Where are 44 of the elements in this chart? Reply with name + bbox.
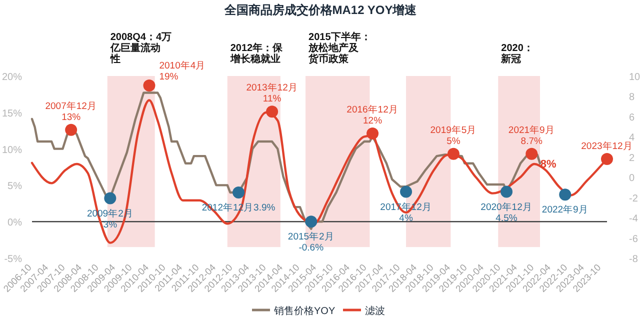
y-tick-label: -5%: [4, 254, 22, 265]
point: [143, 79, 156, 92]
point: [266, 106, 278, 118]
line-series: [30, 92, 542, 230]
y-tick-label: 0%: [8, 218, 22, 229]
annotation: 2021年9月 8.7%: [508, 124, 555, 147]
y-tick-label: 5%: [8, 181, 22, 192]
annotation: 2015年2月 -0.6%: [288, 230, 334, 254]
y2-tick-label: 8: [629, 92, 635, 104]
y-tick-label: 15%: [2, 108, 22, 120]
annotation: 2019年5月 5%: [430, 124, 477, 147]
point: [366, 128, 379, 140]
point: [305, 216, 318, 228]
point: [447, 148, 460, 160]
point: [601, 152, 613, 165]
point: [559, 188, 572, 201]
band-label: 2020：新冠: [500, 43, 534, 65]
y-tick-label: 20%: [2, 72, 22, 83]
y2-tick-label: -8: [629, 254, 638, 265]
annotation: 2007年12月 13%: [45, 100, 97, 123]
band-label: 2015下半年：放松地产及货币政策: [308, 31, 371, 65]
annotation: 2020年12月 4.5%: [480, 200, 532, 224]
annotation: 2022年9月: [542, 204, 588, 216]
point: [526, 148, 538, 160]
band-label: 2012年：保增长稳就业: [229, 42, 284, 65]
point: [400, 186, 412, 198]
chart-title: 全国商品房成交价格MA12 YOY增速: [223, 3, 418, 17]
y2-tick-label: -4: [629, 214, 638, 225]
y2-tick-label: 10: [629, 72, 641, 83]
legend-label: 销售价格YOY: [273, 305, 336, 317]
legend-label: 滤波: [365, 305, 385, 317]
annotation: 8%: [540, 158, 557, 170]
y2-tick-label: 2: [629, 152, 635, 164]
point: [65, 124, 78, 136]
y2-tick-label: 0: [629, 173, 635, 184]
point: [104, 192, 116, 204]
y-tick-label: 10%: [2, 144, 22, 156]
annotation: 2016年12月 12%: [346, 104, 398, 127]
point: [500, 186, 513, 198]
point: [232, 186, 245, 198]
annotation: 2013年12月 11%: [246, 82, 298, 105]
y2-tick-label: -6: [629, 234, 638, 245]
y2-tick-label: 6: [629, 112, 635, 124]
y2-tick-label: -2: [629, 193, 638, 204]
